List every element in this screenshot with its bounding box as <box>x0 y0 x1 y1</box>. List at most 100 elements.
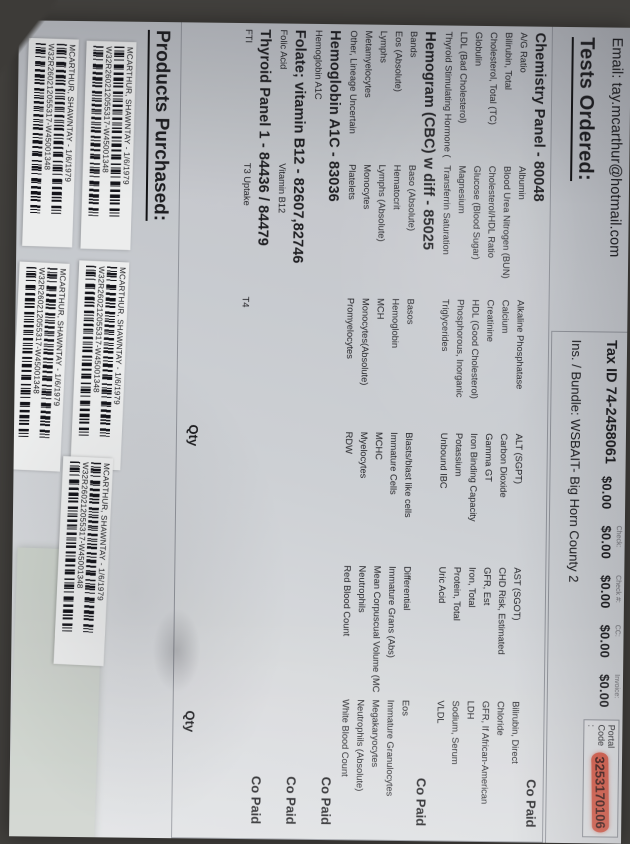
test-column <box>269 431 286 565</box>
test-item: A/G Ratio <box>514 32 531 166</box>
test-item: Protein, Total <box>448 567 465 701</box>
test-item: Hematocrit <box>388 165 405 299</box>
test-item: Albumin <box>513 166 530 300</box>
test-item: Monocytes(Absolute) <box>356 298 373 432</box>
test-column <box>266 698 283 832</box>
test-column <box>303 565 320 699</box>
test-item: Immature Grans (Abs) <box>383 566 400 700</box>
co-paid-label: Co Paid <box>318 777 334 826</box>
payment-cell: Check:$0.00 <box>598 525 621 559</box>
test-item: Potassium <box>449 433 466 567</box>
test-item: Eos (Absolute) <box>389 31 406 165</box>
payment-cell: $0.00 <box>599 476 622 510</box>
test-column: Hemoglobin A1C <box>309 30 326 164</box>
test-item: Bands <box>404 31 421 165</box>
co-paid-label: Co Paid <box>248 776 264 825</box>
payment-cell: CC:$0.00 <box>597 624 620 658</box>
qty-column-header: Qty <box>186 424 201 446</box>
test-item: Differential <box>398 566 415 700</box>
test-item: Hemoglobin A1C <box>309 30 326 164</box>
test-item: GFR, If African-American <box>476 701 493 835</box>
test-item: Iron Binding Capacity <box>464 433 481 567</box>
test-item: White Blood Count <box>336 699 353 833</box>
payment-label: Check #: <box>613 575 621 603</box>
test-item: Blasts/blast like cells <box>399 432 416 566</box>
test-column: T3 Uptake <box>238 163 255 297</box>
test-item: Bilirubin, Direct <box>506 701 523 835</box>
payment-label: CC: <box>613 625 621 637</box>
test-item: Neutrophils <box>353 565 370 699</box>
test-item: Gamma GT <box>479 433 496 567</box>
test-section-title: Folate; vitamin B12 - 82607,82746 <box>289 30 308 264</box>
test-item: Promyelocytes <box>341 298 358 432</box>
test-item: FTI <box>239 29 256 163</box>
test-item: T4 <box>236 297 253 431</box>
test-item: Eos <box>396 700 413 834</box>
test-item: GFR, Est <box>478 567 495 701</box>
test-item: Iron, Total <box>463 567 480 701</box>
payment-label: Invoice: <box>612 674 620 698</box>
email-line: Email: tay.mcarthur@hotmail.com <box>605 37 625 331</box>
test-column <box>234 430 251 564</box>
test-item: Sodium, Serum <box>446 700 463 834</box>
test-item: HDL (Good Cholesterol) <box>466 299 483 433</box>
payment-amount: $0.00 <box>597 624 612 658</box>
test-item: Hemoglobin <box>386 298 403 432</box>
test-section-title: Hemogram (CBC) w diff - 85025 <box>419 31 438 250</box>
test-item: Magnesium <box>453 165 470 299</box>
test-item: Unbound IBC <box>434 433 451 567</box>
test-item: Baso (Absolute) <box>403 165 420 299</box>
header-left: Email: tay.mcarthur@hotmail.com Tests Or… <box>551 27 630 331</box>
test-column <box>301 699 318 833</box>
test-item: Cholesterol/HDL Ratio <box>483 166 500 300</box>
portal-code-box: Portal Code : 3253170106 <box>582 719 619 837</box>
test-item: ALT (SGPT) <box>509 434 526 568</box>
test-item: Folic Acid <box>274 29 291 163</box>
test-item: RDW <box>339 432 356 566</box>
test-item: Basos <box>401 299 418 433</box>
tests-ordered-heading: Tests Ordered: <box>570 37 598 181</box>
test-item: Bilirubin, Total <box>499 32 516 166</box>
test-item: Myelocytes <box>354 432 371 566</box>
test-section-title: Hemoglobin A1C - 83036 <box>325 30 343 202</box>
test-item: AST (SGOT) <box>508 567 525 701</box>
portal-code-label: Portal Code : <box>586 724 616 748</box>
test-item: Lymphs (Absolute) <box>373 164 390 298</box>
test-item: Carbon Dioxide <box>494 433 511 567</box>
test-item: Neutrophils (Absolute) <box>351 699 368 833</box>
test-item: Globulin <box>469 32 486 166</box>
test-column: Vitamin B12 <box>273 163 290 297</box>
test-column <box>306 297 323 431</box>
test-column <box>268 564 285 698</box>
test-item: Calcium <box>496 300 513 434</box>
test-item: VLDL <box>431 700 448 834</box>
payment-amount: $0.00 <box>597 674 612 708</box>
test-item: Uric Acid <box>433 566 450 700</box>
test-item: Transferrin Saturation <box>438 165 455 299</box>
test-section-title: Chemistry Panel - 80048 <box>530 33 548 202</box>
payment-amount: $0.00 <box>598 525 613 559</box>
test-item: Immature Cells <box>384 432 401 566</box>
test-item: Thyroid Stimulating Hormone ( <box>439 31 456 165</box>
payment-amount: $0.00 <box>598 575 613 609</box>
test-item: Chloride <box>491 701 508 835</box>
test-item: T3 Uptake <box>238 163 255 297</box>
